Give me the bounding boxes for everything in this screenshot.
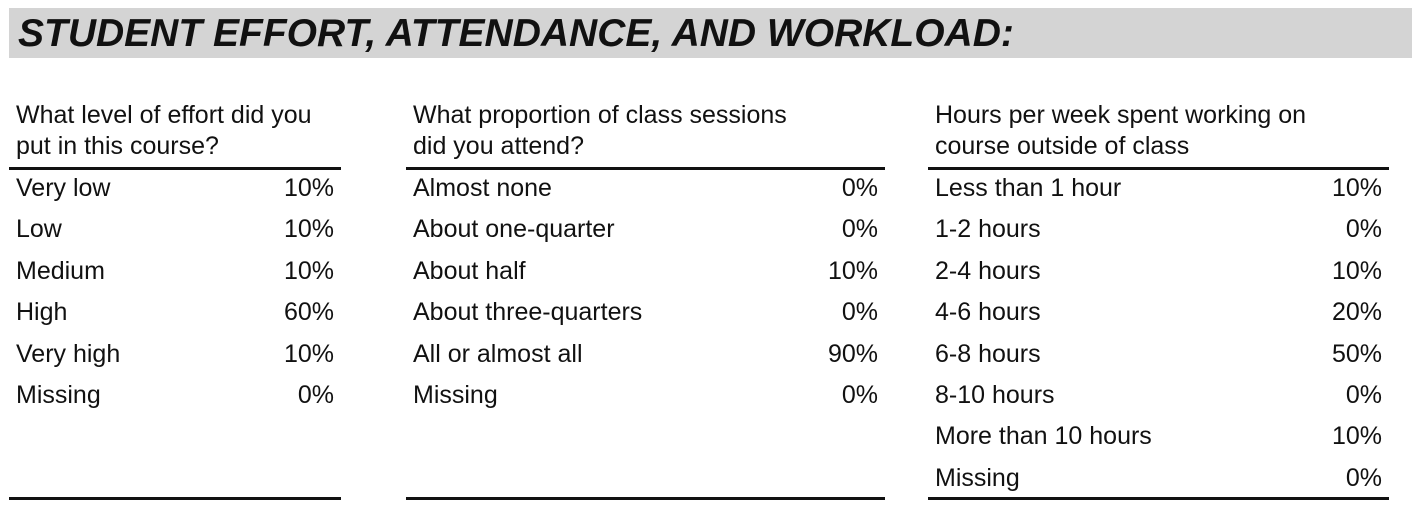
response-label: Missing	[16, 380, 101, 409]
response-percent: 10%	[1331, 174, 1382, 202]
table-row: Missing 0%	[9, 379, 341, 420]
table-row: Missing 0%	[406, 379, 885, 420]
response-percent: 10%	[283, 339, 334, 368]
response-label: All or almost all	[413, 339, 583, 368]
response-label: 6-8 hours	[935, 339, 1041, 368]
response-percent: 90%	[827, 339, 878, 368]
table-row: About one-quarter 0%	[406, 213, 885, 254]
response-percent: 0%	[841, 215, 878, 244]
table-row: 1-2 hours 0%	[928, 213, 1389, 254]
hours-panel: Hours per week spent working on course o…	[928, 100, 1389, 505]
table-row: More than 10 hours 10%	[928, 420, 1389, 461]
response-percent: 0%	[1345, 215, 1382, 244]
response-percent: 0%	[1345, 380, 1382, 409]
response-percent: 10%	[283, 215, 334, 244]
attendance-rows: Almost none 0% About one-quarter 0% About ha…	[406, 172, 885, 420]
response-label: Medium	[16, 256, 105, 285]
response-label: Very low	[16, 174, 111, 202]
response-label: Less than 1 hour	[935, 174, 1122, 202]
table-row: Low 10%	[9, 213, 341, 254]
attendance-top-rule	[406, 167, 885, 170]
response-label: Very high	[16, 339, 121, 368]
response-label: Low	[16, 215, 62, 244]
table-row: Very low 10%	[9, 172, 341, 213]
attendance-bottom-rule	[406, 497, 885, 500]
response-label: High	[16, 298, 68, 327]
section-title: STUDENT EFFORT, ATTENDANCE, AND WORKLOAD…	[18, 12, 1014, 55]
response-label: About one-quarter	[413, 215, 615, 244]
table-row: All or almost all 90%	[406, 338, 885, 379]
response-label: Missing	[935, 463, 1020, 492]
response-percent: 10%	[283, 256, 334, 285]
response-label: 8-10 hours	[935, 380, 1055, 409]
effort-top-rule	[9, 167, 341, 170]
effort-question: What level of effort did you put in this…	[16, 101, 312, 160]
response-percent: 0%	[841, 380, 878, 409]
hours-top-rule	[928, 167, 1389, 170]
response-label: 1-2 hours	[935, 215, 1041, 244]
response-label: 4-6 hours	[935, 298, 1041, 327]
response-label: About three-quarters	[413, 298, 643, 327]
attendance-panel: What proportion of class sessions did yo…	[406, 100, 885, 505]
response-percent: 60%	[283, 298, 334, 327]
table-row: 4-6 hours 20%	[928, 296, 1389, 337]
effort-rows: Very low 10% Low 10% Medium 10% High 60% Very hi…	[9, 172, 341, 420]
response-percent: 50%	[1331, 339, 1382, 368]
hours-rows: Less than 1 hour 10% 1-2 hours 0% 2-4 hours 1…	[928, 172, 1389, 503]
response-label: Missing	[413, 380, 498, 409]
response-percent: 20%	[1331, 298, 1382, 327]
response-percent: 10%	[1331, 422, 1382, 451]
attendance-question: What proportion of class sessions did yo…	[413, 101, 787, 160]
response-percent: 10%	[1331, 256, 1382, 285]
response-percent: 0%	[297, 380, 334, 409]
response-percent: 10%	[827, 256, 878, 285]
response-percent: 0%	[1345, 463, 1382, 492]
table-row: Medium 10%	[9, 255, 341, 296]
response-label: 2-4 hours	[935, 256, 1041, 285]
table-row: Missing 0%	[928, 462, 1389, 503]
response-percent: 0%	[841, 298, 878, 327]
hours-bottom-rule	[928, 497, 1389, 500]
table-row: Almost none 0%	[406, 172, 885, 213]
effort-bottom-rule	[9, 497, 341, 500]
response-label: Almost none	[413, 174, 552, 202]
effort-panel: What level of effort did you put in this…	[9, 100, 341, 505]
response-percent: 0%	[841, 174, 878, 202]
response-label: More than 10 hours	[935, 422, 1152, 451]
table-row: 6-8 hours 50%	[928, 338, 1389, 379]
table-row: High 60%	[9, 296, 341, 337]
response-percent: 10%	[283, 174, 334, 202]
response-label: About half	[413, 256, 526, 285]
hours-question: Hours per week spent working on course o…	[935, 101, 1307, 160]
table-row: Less than 1 hour 10%	[928, 172, 1389, 213]
section-title-bar: STUDENT EFFORT, ATTENDANCE, AND WORKLOAD…	[9, 8, 1412, 58]
table-row: 8-10 hours 0%	[928, 379, 1389, 420]
table-row: About half 10%	[406, 255, 885, 296]
table-row: Very high 10%	[9, 338, 341, 379]
table-row: 2-4 hours 10%	[928, 255, 1389, 296]
table-row: About three-quarters 0%	[406, 296, 885, 337]
